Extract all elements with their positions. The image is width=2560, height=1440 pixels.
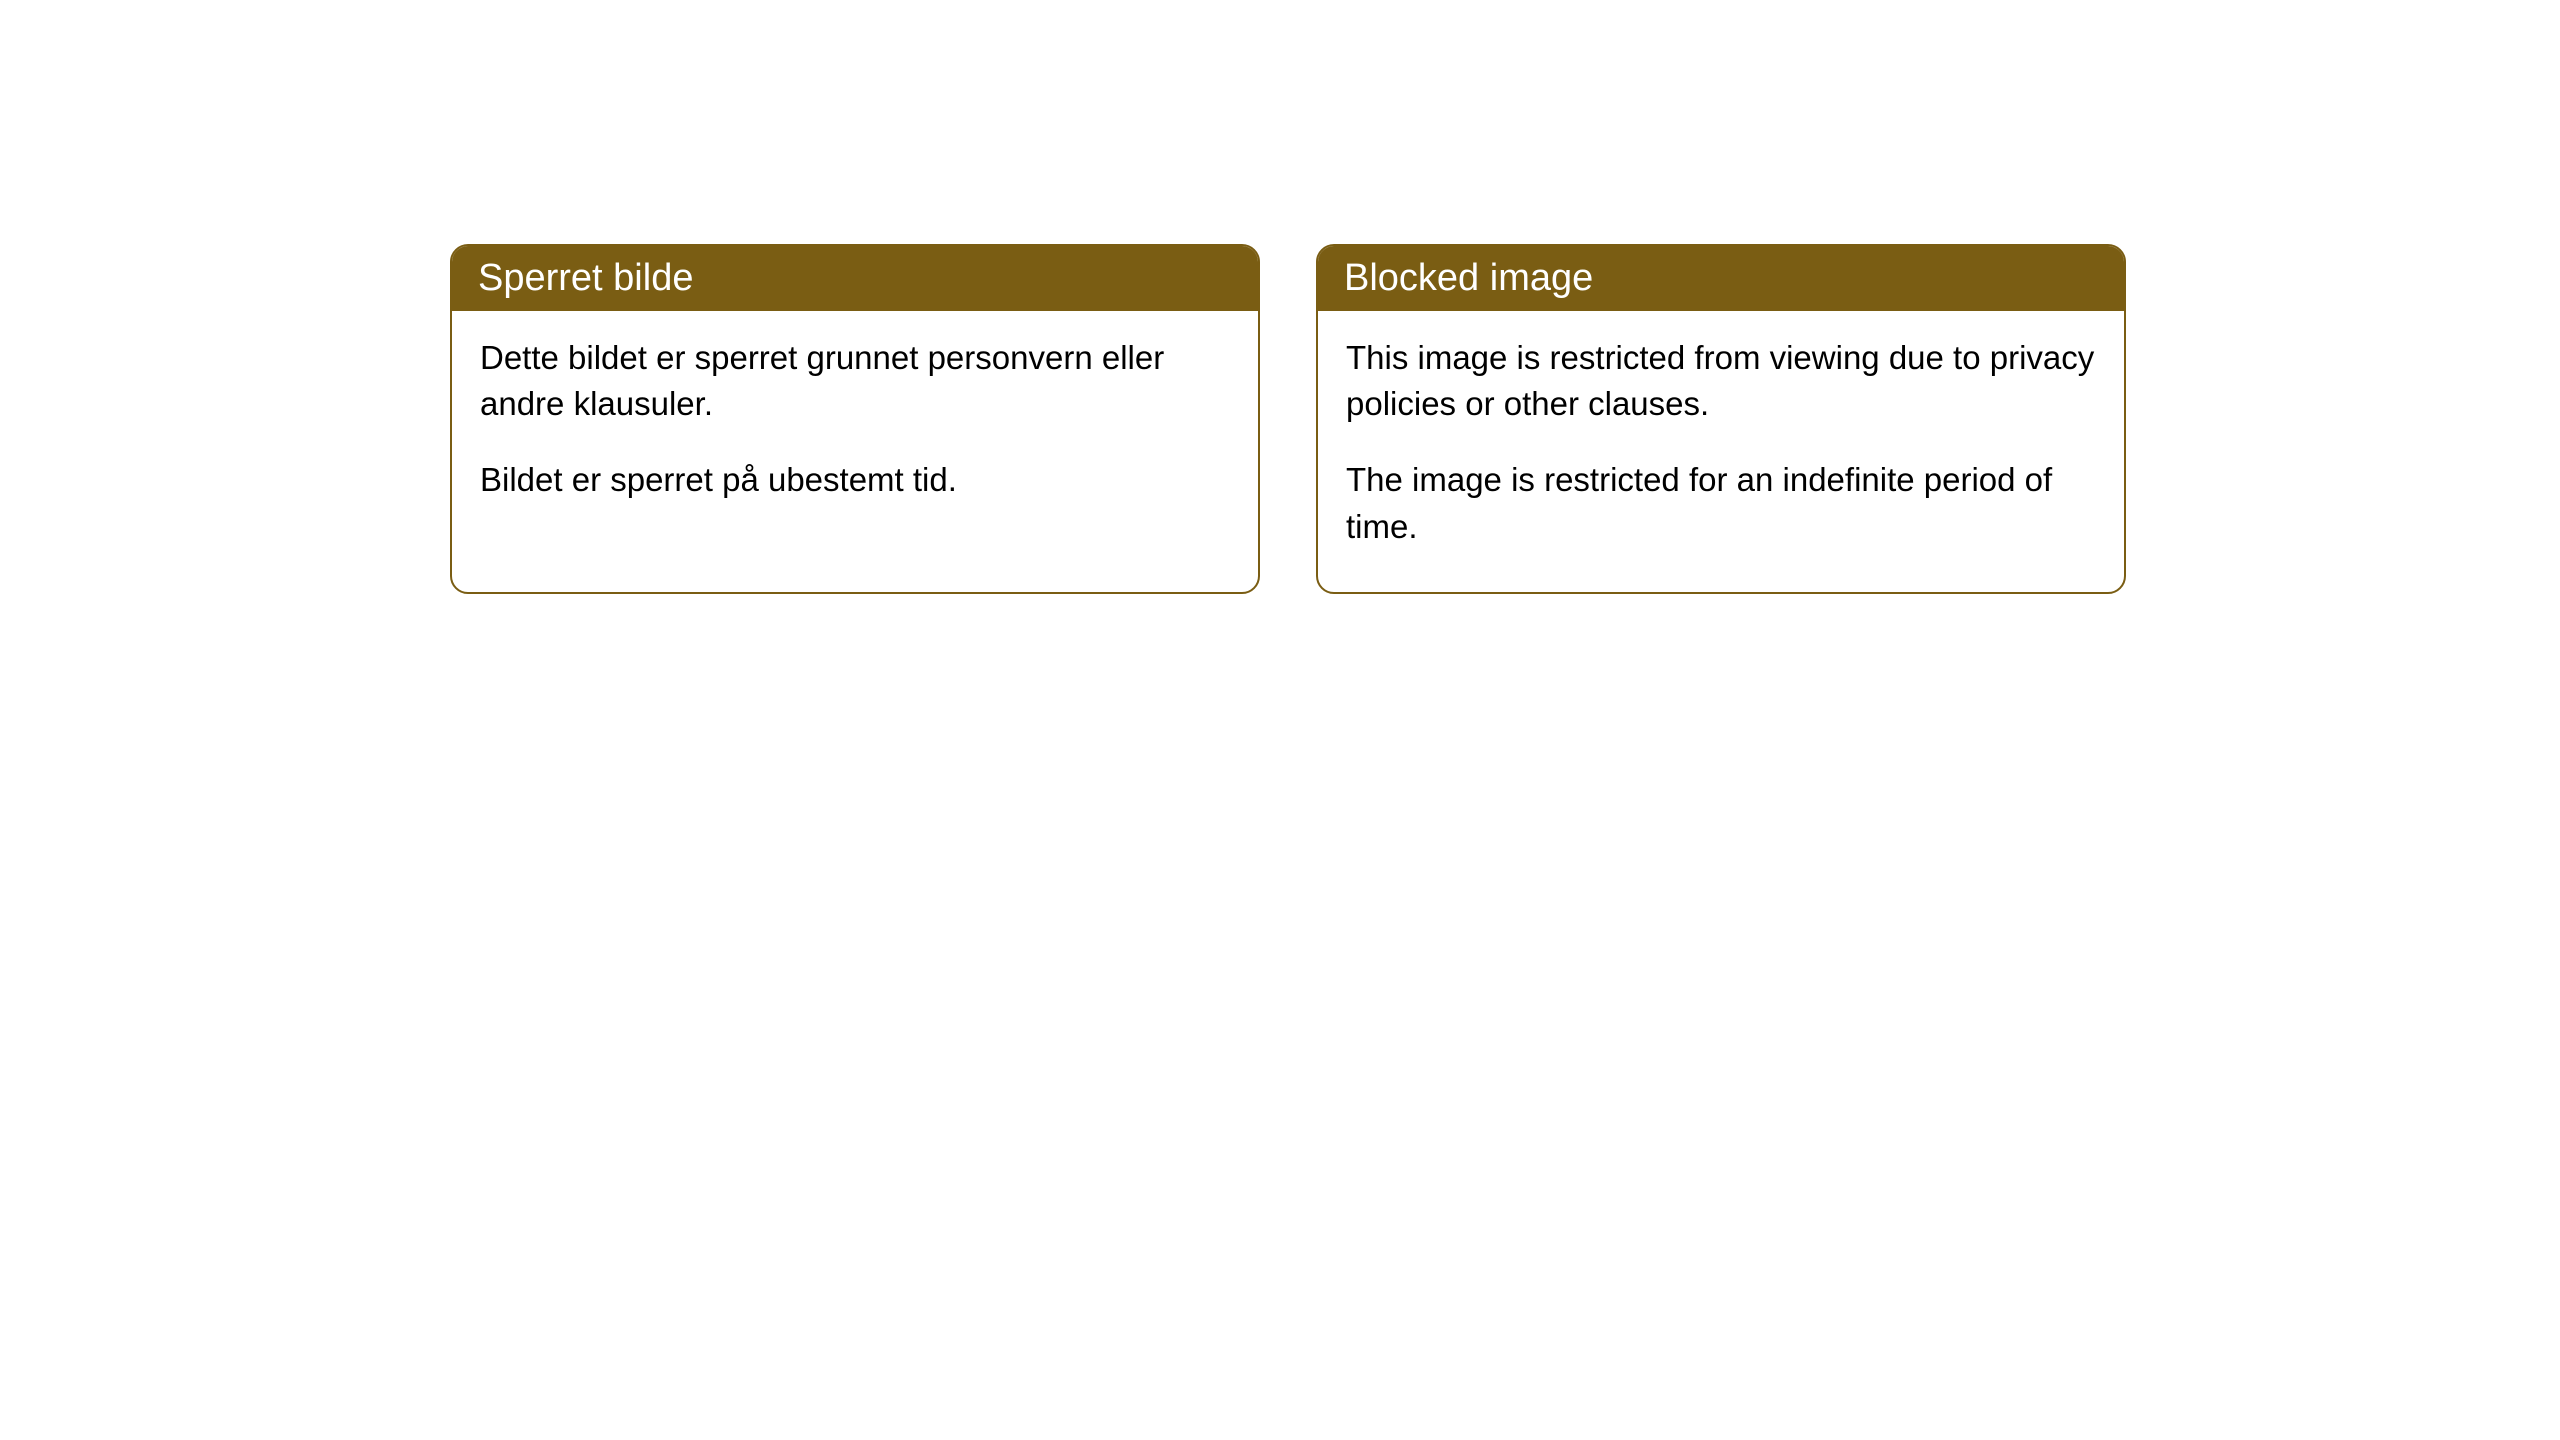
card-paragraph-en-1: This image is restricted from viewing du… (1346, 335, 2096, 427)
card-header-no: Sperret bilde (452, 246, 1258, 311)
card-body-no: Dette bildet er sperret grunnet personve… (452, 311, 1258, 546)
card-paragraph-no-1: Dette bildet er sperret grunnet personve… (480, 335, 1230, 427)
blocked-image-card-en: Blocked image This image is restricted f… (1316, 244, 2126, 594)
card-paragraph-en-2: The image is restricted for an indefinit… (1346, 457, 2096, 549)
blocked-image-card-no: Sperret bilde Dette bildet er sperret gr… (450, 244, 1260, 594)
card-header-en: Blocked image (1318, 246, 2124, 311)
cards-container: Sperret bilde Dette bildet er sperret gr… (450, 244, 2126, 594)
card-body-en: This image is restricted from viewing du… (1318, 311, 2124, 592)
card-paragraph-no-2: Bildet er sperret på ubestemt tid. (480, 457, 1230, 503)
